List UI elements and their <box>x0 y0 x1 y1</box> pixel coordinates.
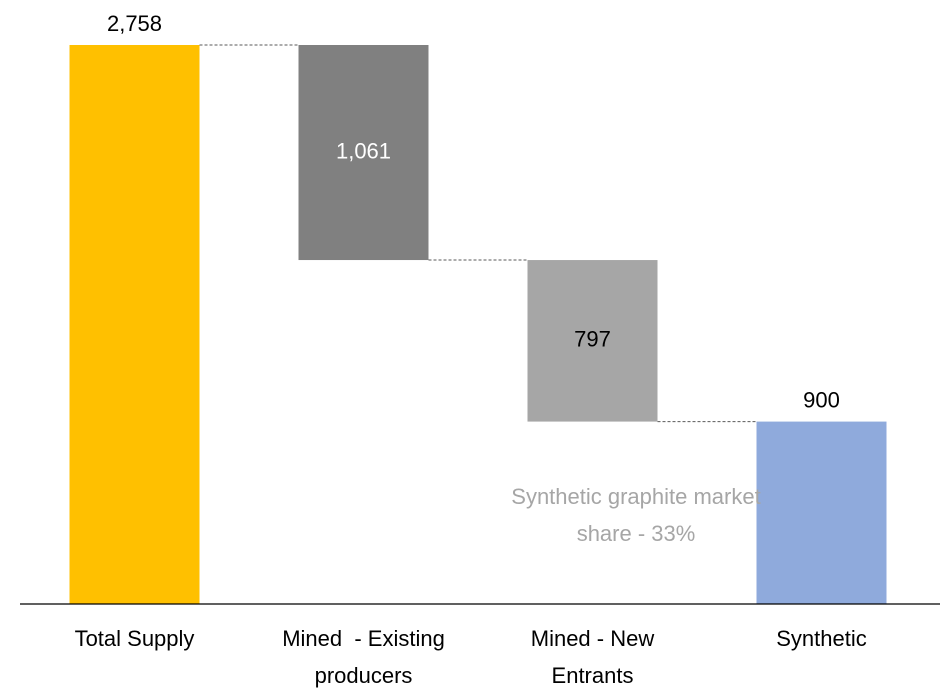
data-label: 797 <box>574 327 611 352</box>
x-tick-label: Total Supply <box>74 626 195 651</box>
x-tick-label: Mined - Existing producers <box>282 626 451 688</box>
data-label: 2,758 <box>107 11 162 36</box>
data-label: 1,061 <box>336 138 391 163</box>
x-tick-label: Synthetic <box>776 626 867 651</box>
annotation: Synthetic graphite market share - 33% <box>511 484 761 546</box>
bar <box>756 421 887 604</box>
bar <box>298 45 429 261</box>
data-label: 900 <box>803 387 840 412</box>
x-tick-label: Mined - New Entrants <box>530 626 661 688</box>
bar <box>69 45 200 604</box>
bar <box>527 260 658 422</box>
